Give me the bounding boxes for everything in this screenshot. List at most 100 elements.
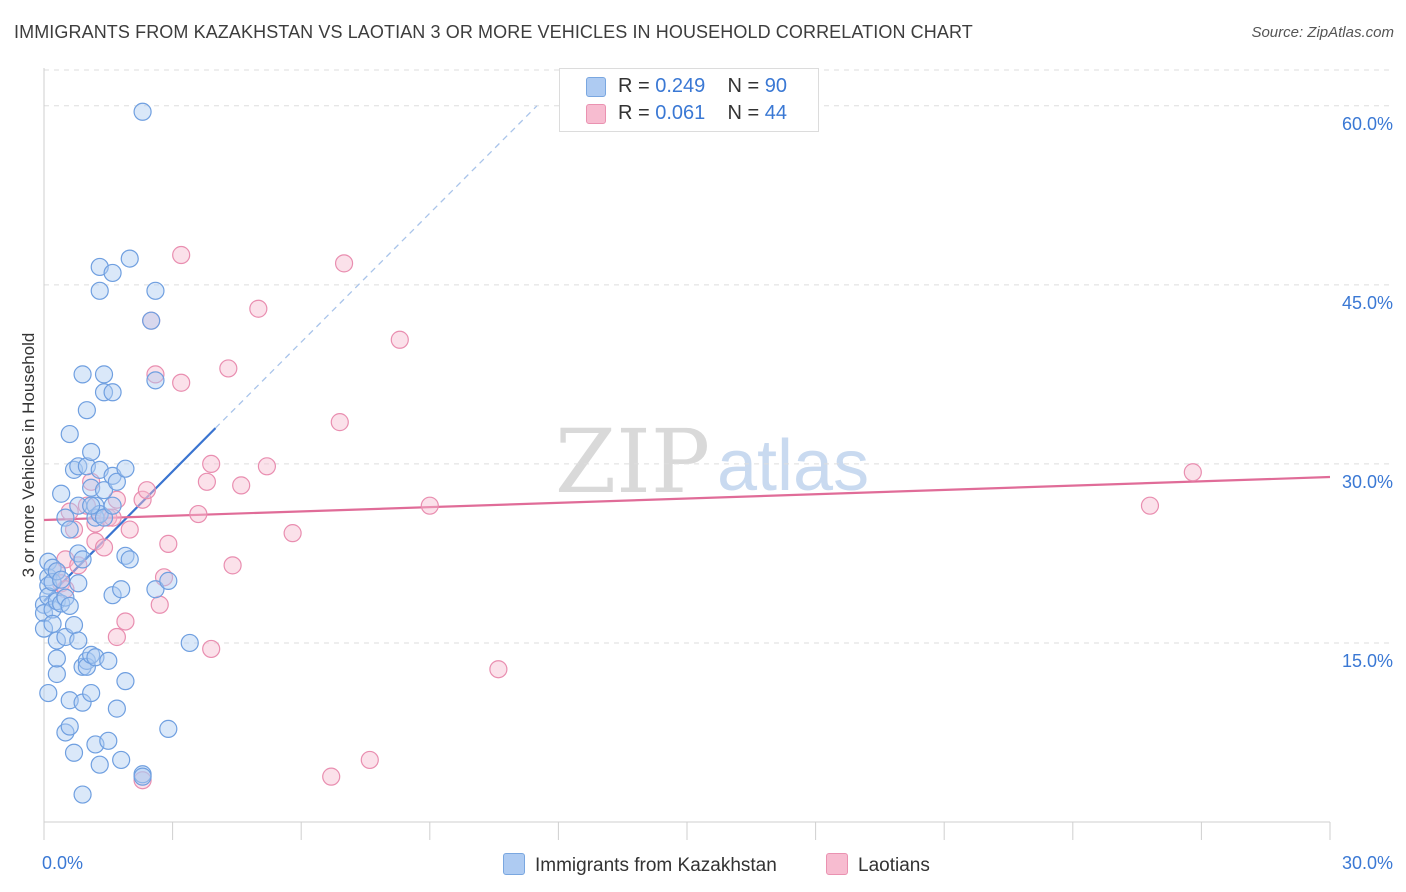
point-laotians [120, 520, 139, 539]
y-tick-label: 15.0% [1342, 651, 1393, 671]
legend-label-kazakhstan: Immigrants from Kazakhstan [535, 855, 777, 876]
point-laotians [219, 359, 238, 378]
x-tick-label: 0.0% [42, 853, 83, 873]
legend-swatch-laotians [586, 104, 606, 124]
point-laotians [150, 595, 169, 614]
point-kazakhstan [34, 619, 54, 638]
point-kazakhstan [94, 365, 114, 384]
x-tick-label: 30.0% [1342, 853, 1393, 873]
point-kazakhstan [146, 281, 165, 300]
point-kazakhstan [112, 580, 131, 599]
point-kazakhstan [116, 672, 135, 691]
point-kazakhstan [43, 614, 62, 633]
point-laotians [257, 457, 277, 476]
legend-n-value: 44 [764, 102, 788, 124]
point-kazakhstan [39, 683, 58, 703]
point-kazakhstan [47, 664, 66, 684]
point-laotians [249, 299, 268, 318]
point-kazakhstan [120, 249, 139, 268]
point-kazakhstan [120, 550, 139, 569]
point-kazakhstan [99, 651, 118, 670]
point-kazakhstan [107, 472, 126, 491]
point-laotians [172, 373, 191, 392]
point-kazakhstan [112, 750, 131, 770]
point-kazakhstan [180, 633, 199, 653]
legend-r-value: 0.249 [655, 75, 706, 97]
point-kazakhstan [116, 459, 135, 478]
legend-swatch-kazakhstan [503, 853, 525, 875]
legend-r-label: R = [618, 102, 650, 124]
point-laotians [1140, 496, 1160, 515]
point-laotians [489, 660, 508, 679]
legend-n-value: 90 [764, 75, 788, 97]
point-kazakhstan [47, 562, 66, 581]
point-kazakhstan [77, 401, 96, 420]
legend-swatch-kazakhstan [586, 77, 606, 97]
point-kazakhstan [73, 550, 92, 569]
watermark-zip: ZIP [555, 410, 710, 513]
point-kazakhstan [103, 496, 122, 515]
point-kazakhstan [56, 508, 75, 527]
point-kazakhstan [99, 731, 118, 750]
point-kazakhstan [107, 699, 126, 718]
point-laotians [1183, 463, 1202, 482]
point-kazakhstan [69, 574, 88, 593]
point-laotians [202, 639, 221, 659]
point-kazakhstan [60, 424, 79, 444]
point-kazakhstan [60, 596, 79, 616]
gridlines [44, 69, 1392, 644]
point-kazakhstan [52, 484, 71, 503]
trend-line-kazakhstan-extension [215, 105, 538, 429]
point-kazakhstan [142, 311, 161, 330]
legend-r-value: 0.061 [655, 102, 706, 124]
point-kazakhstan [90, 755, 109, 774]
legend-swatch-laotians [826, 853, 848, 875]
legend-r-label: R = [618, 75, 650, 97]
point-kazakhstan [82, 442, 101, 462]
axes [43, 68, 1331, 840]
tick-labels: 15.0% 30.0% 45.0% 60.0% 0.0% 30.0% [42, 114, 1393, 873]
point-kazakhstan [52, 570, 71, 589]
legend-item-laotians: Laotians [826, 853, 930, 877]
point-kazakhstan [94, 481, 114, 500]
point-kazakhstan [82, 683, 101, 703]
point-laotians [330, 413, 349, 432]
point-kazakhstan [146, 580, 165, 599]
point-kazakhstan [133, 767, 152, 786]
point-laotians [159, 534, 178, 553]
point-kazakhstan [146, 371, 165, 390]
point-kazakhstan [64, 615, 84, 635]
point-laotians [116, 612, 135, 631]
point-laotians [202, 454, 221, 474]
point-kazakhstan [47, 649, 66, 668]
legend-n-label: N = [727, 75, 760, 97]
point-kazakhstan [60, 520, 79, 539]
point-kazakhstan [69, 631, 88, 650]
stats-legend: R = 0.249 N = 90 R = 0.061 N = 44 [559, 68, 819, 132]
point-kazakhstan [60, 717, 79, 736]
data-points [34, 102, 1202, 804]
point-laotians [322, 767, 341, 786]
legend-n-label: N = [727, 102, 760, 124]
trend-lines [43, 105, 1331, 602]
point-kazakhstan [64, 743, 84, 762]
point-laotians [137, 481, 156, 500]
point-laotians [334, 254, 354, 273]
legend-label-laotians: Laotians [858, 855, 930, 876]
point-kazakhstan [103, 263, 122, 283]
point-kazakhstan [56, 588, 75, 607]
point-kazakhstan [159, 571, 178, 590]
y-axis-label: 3 or more Vehicles in Household [19, 333, 38, 578]
point-laotians [189, 504, 208, 524]
point-laotians [197, 472, 216, 491]
chart-title: IMMIGRANTS FROM KAZAKHSTAN VS LAOTIAN 3 … [14, 22, 973, 42]
trend-line-laotians [43, 475, 1331, 522]
point-kazakhstan [133, 102, 152, 121]
y-tick-label: 60.0% [1342, 114, 1393, 134]
point-kazakhstan [73, 365, 92, 384]
point-kazakhstan [159, 719, 178, 738]
point-laotians [232, 476, 251, 495]
point-laotians [94, 538, 114, 557]
point-laotians [133, 490, 152, 509]
